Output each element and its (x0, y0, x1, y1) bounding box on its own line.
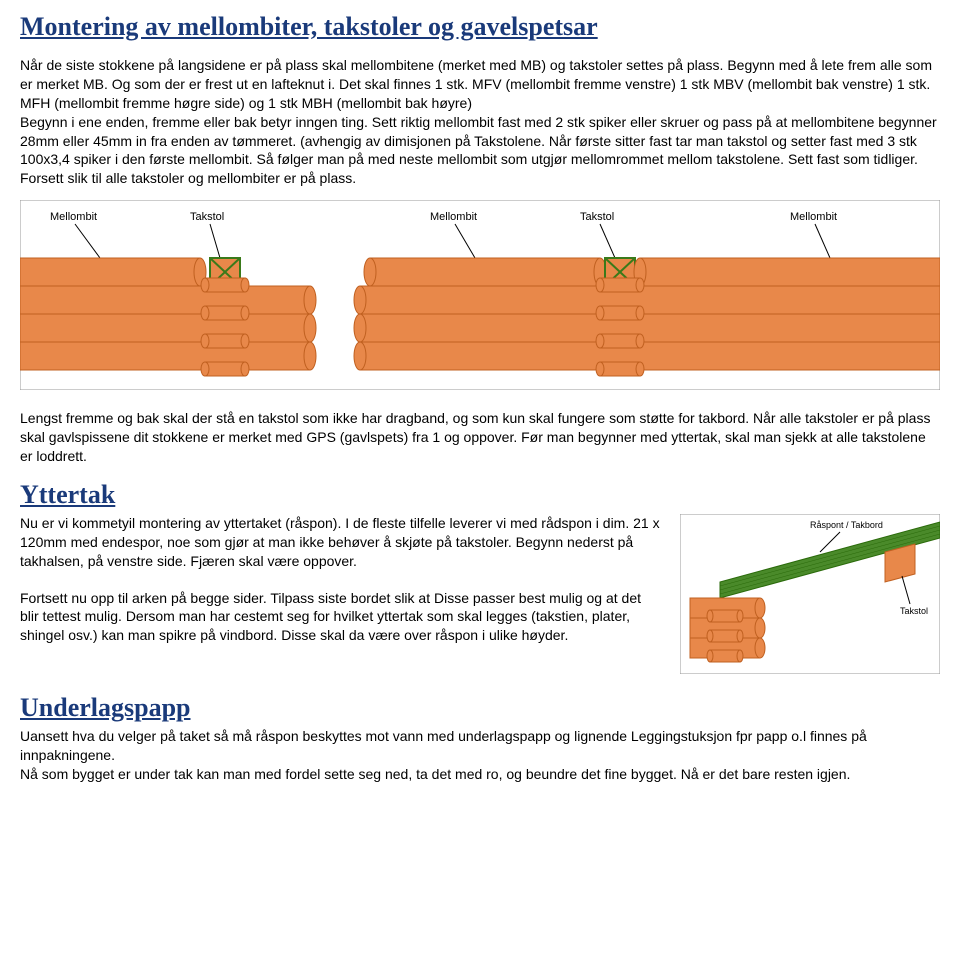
section-title-yttertak: Yttertak (20, 480, 940, 510)
roof-svg: Råspont / Takbord Takstol (680, 514, 940, 674)
section-title-montering: Montering av mellombiter, takstoler og g… (20, 12, 940, 42)
logwall-svg: Mellombit Takstol Mellombit Takstol Mell… (20, 200, 940, 390)
section-title-underlagspapp: Underlagspapp (20, 693, 940, 723)
label-takstol-roof: Takstol (900, 606, 928, 616)
section2-paragraph: Lengst fremme og bak skal der stå en tak… (20, 409, 940, 466)
label-mellombit-3: Mellombit (790, 211, 837, 223)
underlag-p2: Nå som bygget er under tak kan man med f… (20, 765, 940, 784)
yttertak-p1: Nu er vi kommetyil montering av yttertak… (20, 514, 660, 571)
label-takstol-2: Takstol (580, 211, 614, 223)
yttertak-p2: Fortsett nu opp til arken på begge sider… (20, 589, 660, 646)
label-raspont: Råspont / Takbord (810, 520, 883, 530)
label-mellombit-2: Mellombit (430, 211, 477, 223)
label-takstol-1: Takstol (190, 211, 224, 223)
diagram-roof: Råspont / Takbord Takstol (680, 514, 940, 679)
diagram-logwall: Mellombit Takstol Mellombit Takstol Mell… (20, 200, 940, 395)
section1-text-a: Når de siste stokkene på langsidene er p… (20, 57, 932, 111)
section1-text-b: Begynn i ene enden, fremme eller bak bet… (20, 114, 937, 187)
underlag-p1: Uansett hva du velger på taket så må rås… (20, 727, 940, 765)
section1-paragraph: Når de siste stokkene på langsidene er p… (20, 56, 940, 188)
label-mellombit-1: Mellombit (50, 211, 97, 223)
yttertak-row: Nu er vi kommetyil montering av yttertak… (20, 514, 940, 679)
